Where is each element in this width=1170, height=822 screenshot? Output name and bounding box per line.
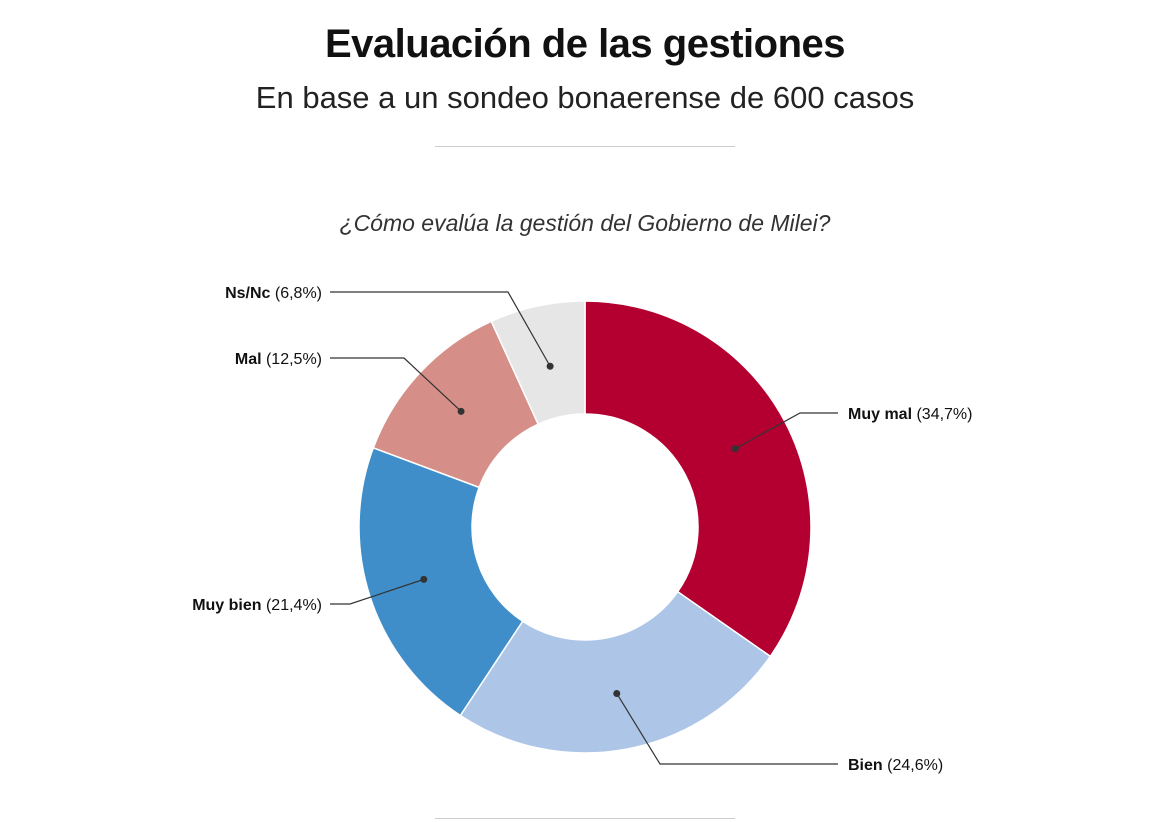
slice-label-name: Ns/Nc xyxy=(225,285,270,302)
slice-label-name: Muy bien xyxy=(192,597,261,614)
leader-dot xyxy=(457,407,465,415)
slice-label-name: Bien xyxy=(848,757,883,774)
slice-label-name: Muy mal xyxy=(848,406,912,423)
slice-label: Muy bien (21,4%) xyxy=(192,597,322,614)
slice-ns-nc xyxy=(490,300,586,426)
slice-label-value: (34,7%) xyxy=(912,406,972,423)
leader-line xyxy=(616,693,838,765)
leader-dot xyxy=(613,689,621,697)
slice-label: Bien (24,6%) xyxy=(848,757,943,774)
chart-question: ¿Cómo evalúa la gestión del Gobierno de … xyxy=(339,210,831,236)
slice-label: Mal (12,5%) xyxy=(235,351,322,368)
slice-label-name: Mal xyxy=(235,351,262,368)
leader-line xyxy=(330,578,424,605)
slice-label: Muy mal (34,7%) xyxy=(848,406,972,423)
leader-line xyxy=(735,412,838,450)
leader-dot xyxy=(731,445,739,453)
chart-title: Evaluación de las gestiones xyxy=(324,22,846,66)
slice-muy-mal xyxy=(584,300,812,658)
slice-label-value: (24,6%) xyxy=(883,757,943,774)
slice-label-value: (12,5%) xyxy=(262,351,322,368)
leader-line xyxy=(330,357,462,412)
slice-label-value: (21,4%) xyxy=(262,597,322,614)
divider-bottom xyxy=(435,818,735,819)
divider-top xyxy=(435,146,735,147)
leader-dot xyxy=(420,575,428,583)
slice-label: Ns/Nc (6,8%) xyxy=(225,285,322,302)
slice-bien xyxy=(459,590,772,754)
leader-dot xyxy=(546,362,554,370)
slice-muy-bien xyxy=(358,446,524,717)
leader-line xyxy=(330,291,551,367)
slice-label-value: (6,8%) xyxy=(270,285,322,302)
chart-subtitle: En base a un sondeo bonaerense de 600 ca… xyxy=(255,80,915,115)
